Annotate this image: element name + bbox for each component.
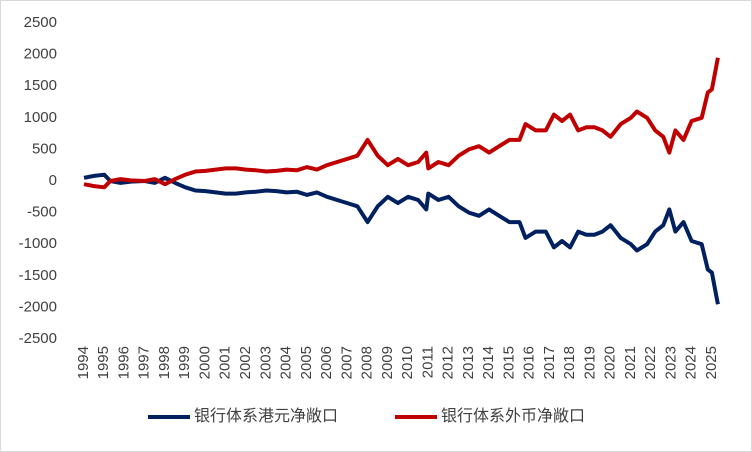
- x-tick-label: 1996: [115, 346, 132, 379]
- x-tick-label: 2021: [622, 346, 639, 379]
- x-tick-label: 2016: [521, 346, 538, 379]
- y-tick-label: -1000: [19, 235, 57, 252]
- series-line: [83, 172, 720, 305]
- x-tick-label: 2008: [359, 346, 376, 379]
- x-tick-label: 2025: [703, 346, 720, 379]
- y-tick-label: -2500: [19, 330, 57, 347]
- legend-label: 银行体系港元净敞口: [194, 407, 338, 425]
- x-tick-label: 2012: [440, 346, 457, 379]
- x-tick-label: 2020: [602, 346, 619, 379]
- y-tick-label: 0: [49, 172, 57, 189]
- y-tick-label: -1500: [19, 267, 57, 284]
- x-tick-label: 2002: [237, 346, 254, 379]
- x-tick-label: 2014: [480, 346, 497, 379]
- x-tick-label: 2013: [460, 346, 477, 379]
- y-tick-label: 2500: [24, 14, 57, 31]
- x-tick-label: 2006: [318, 346, 335, 379]
- legend: 银行体系港元净敞口 银行体系外币净敞口: [148, 407, 585, 425]
- y-tick-label: 500: [32, 140, 57, 157]
- x-tick-label: 1994: [75, 346, 92, 379]
- x-tick-label: 2010: [399, 346, 416, 379]
- x-tick-label: 2001: [217, 346, 234, 379]
- x-tick-label: 1999: [176, 346, 193, 379]
- x-tick-label: 2005: [298, 346, 315, 379]
- x-tick-label: 2022: [642, 346, 659, 379]
- x-tick-label: 1998: [156, 346, 173, 379]
- x-tick-label: 2003: [257, 346, 274, 379]
- y-tick-label: 1000: [24, 109, 57, 126]
- x-tick-label: 2007: [338, 346, 355, 379]
- x-tick-label: 2009: [379, 346, 396, 379]
- legend-label: 银行体系外币净敞口: [441, 407, 585, 425]
- x-tick-label: 2015: [500, 346, 517, 379]
- x-tick-label: 2017: [541, 346, 558, 379]
- x-tick-label: 1997: [136, 346, 153, 379]
- x-tick-label: 2004: [278, 346, 295, 379]
- y-tick-label: -500: [27, 204, 57, 221]
- y-tick-label: 2000: [24, 46, 57, 63]
- x-tick-label: 2023: [662, 346, 679, 379]
- x-tick-label: 2018: [561, 346, 578, 379]
- y-tick-label: -2000: [19, 298, 57, 315]
- series-line: [83, 57, 720, 190]
- y-tick-label: 1500: [24, 77, 57, 94]
- x-tick-label: 1995: [95, 346, 112, 379]
- x-tick-label: 2011: [419, 346, 436, 378]
- x-tick-label: 2000: [196, 346, 213, 379]
- x-tick-label: 2024: [683, 346, 700, 379]
- x-tick-label: 2019: [581, 346, 598, 379]
